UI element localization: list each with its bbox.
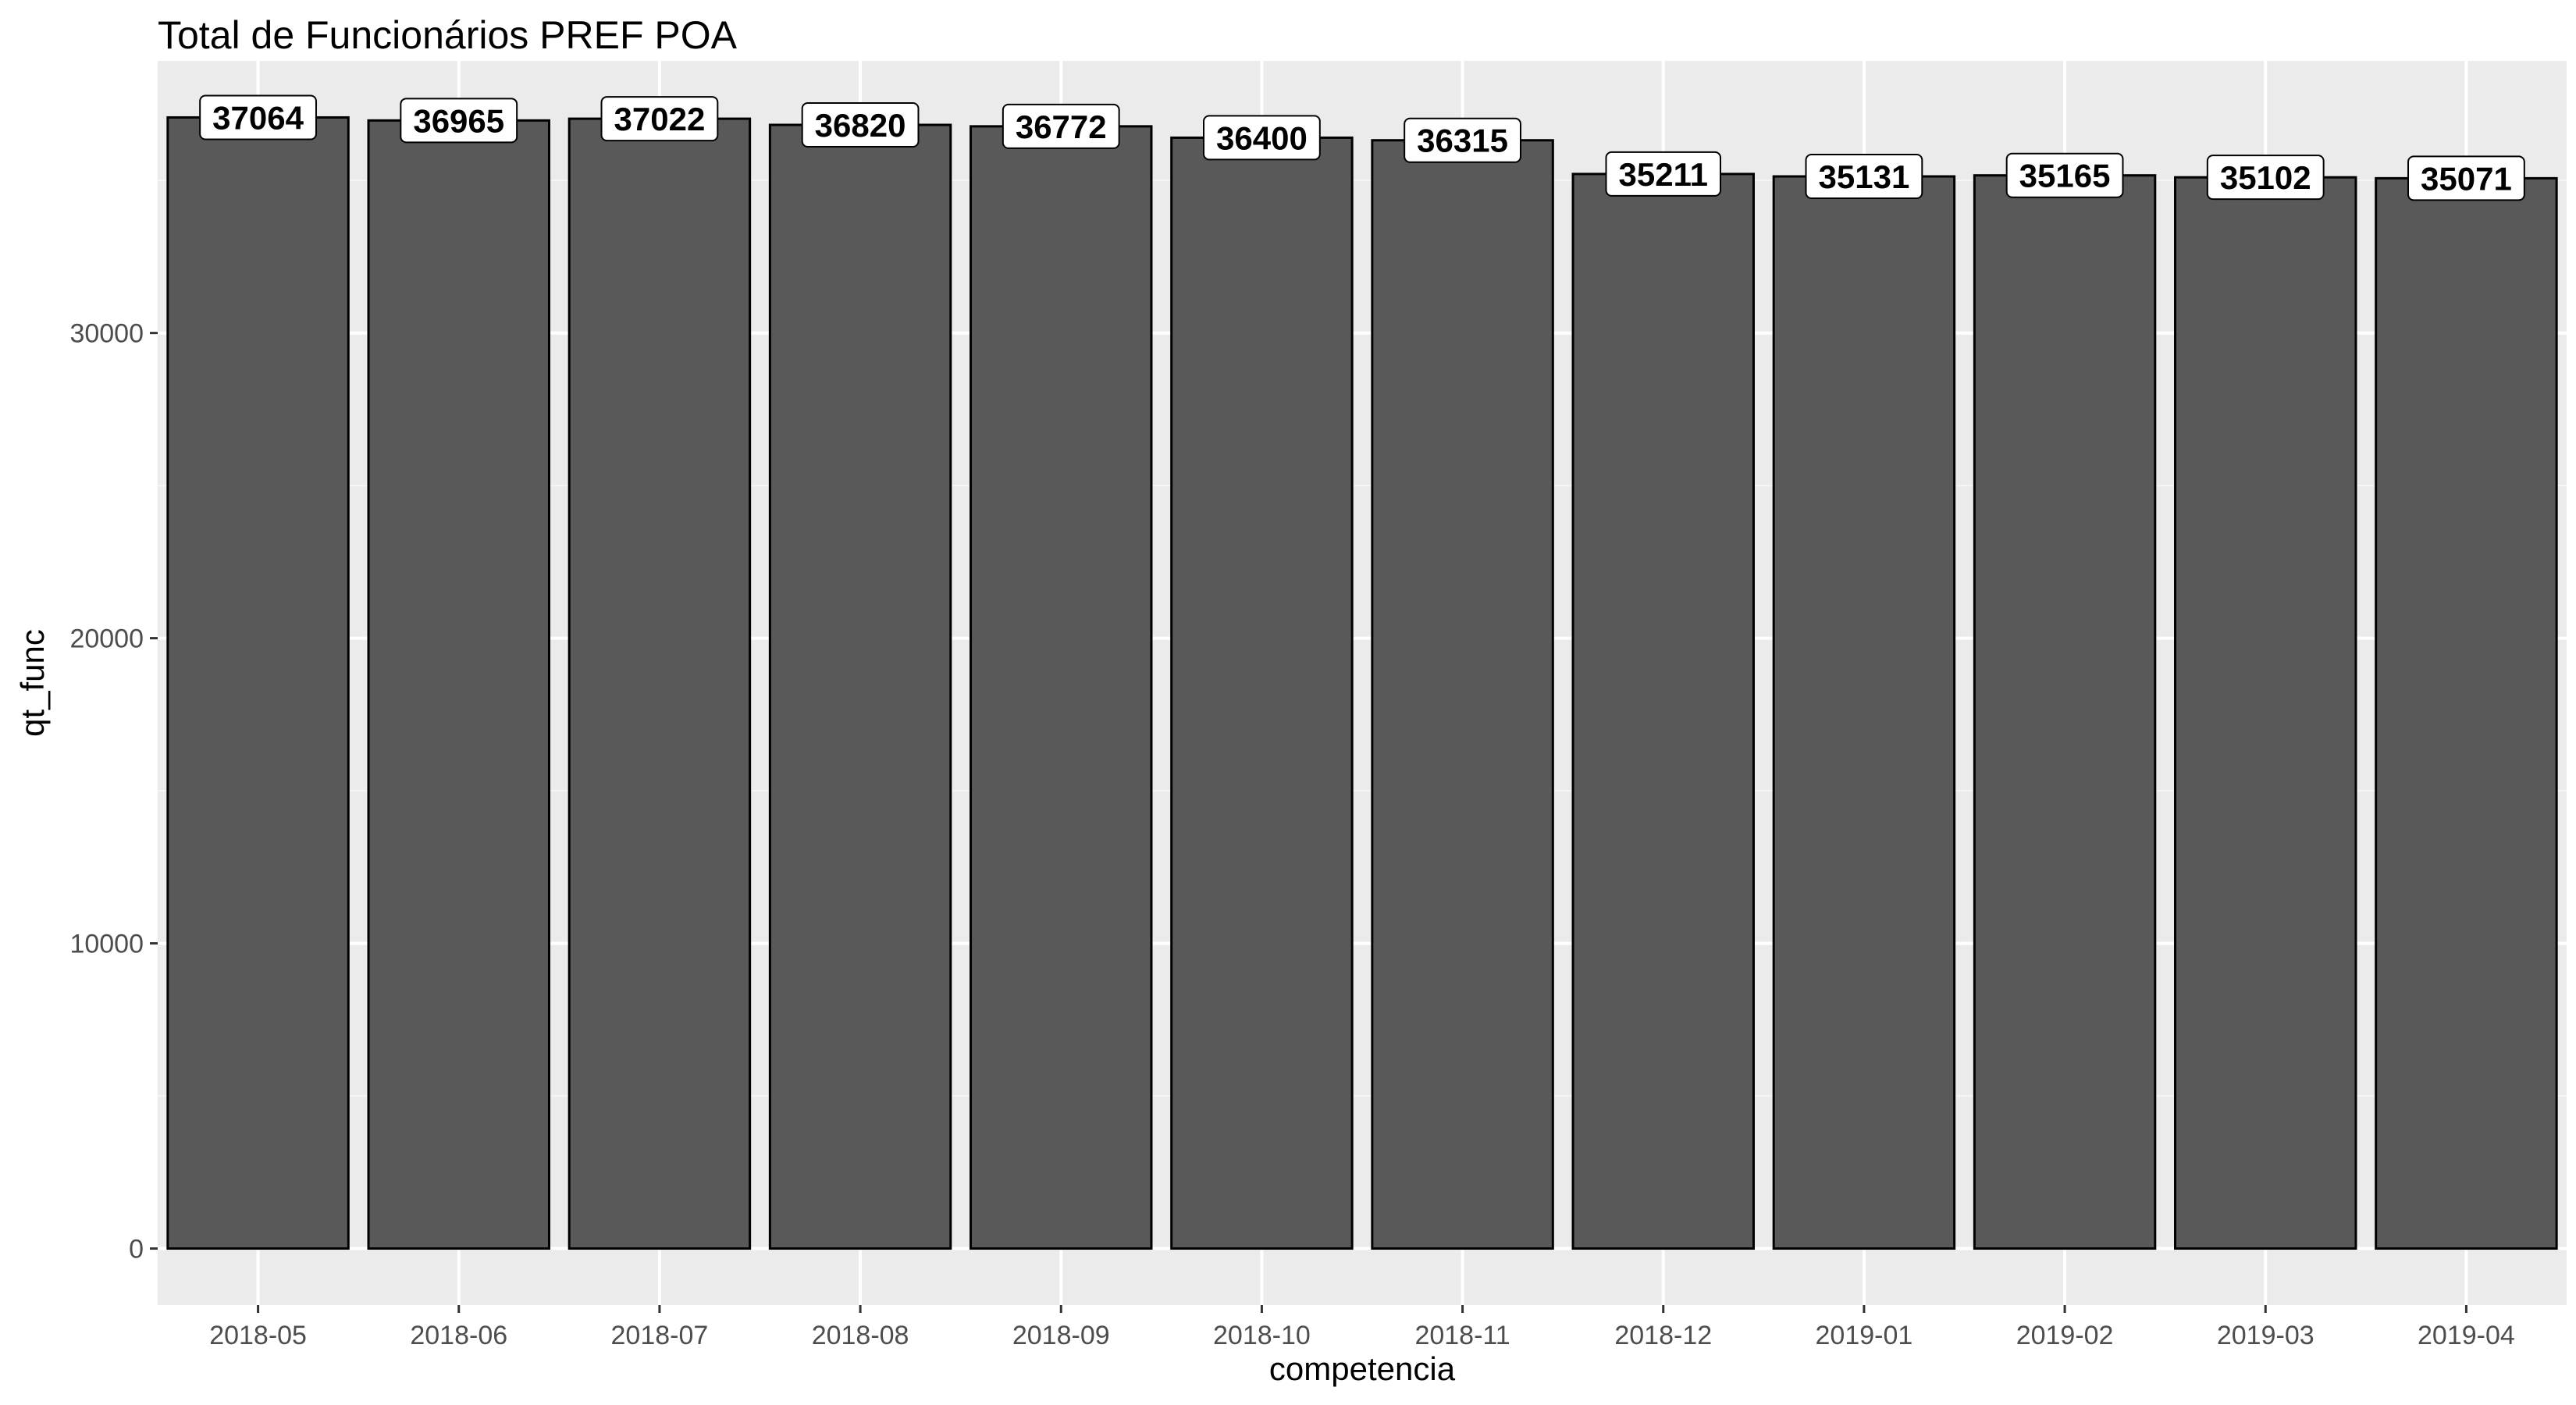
value-label-text: 35071 <box>2421 160 2512 197</box>
x-axis: 2018-05 2018-06 2018-07 2018-08 2018-09 2018-… <box>209 1305 2515 1350</box>
y-tick-label: 20000 <box>69 624 144 654</box>
bar-2018-07 <box>568 117 752 1250</box>
value-label-text: 36315 <box>1417 123 1508 159</box>
x-tick-label: 2018-09 <box>1012 1321 1110 1350</box>
x-tick-label: 2018-06 <box>410 1321 507 1350</box>
value-label-2018-11: 36315 <box>1404 117 1521 163</box>
value-label-box <box>1605 151 1721 197</box>
value-label-2018-07: 37022 <box>600 96 719 142</box>
value-label-text: 35211 <box>1619 156 1708 193</box>
x-tick-label: 2019-01 <box>1816 1321 1913 1350</box>
x-tick-label: 2018-08 <box>812 1321 909 1350</box>
x-tick-label: 2018-05 <box>209 1321 307 1350</box>
bar-2018-11 <box>1371 139 1554 1250</box>
plot-panel <box>158 61 2567 1305</box>
x-tick-label: 2019-03 <box>2217 1321 2314 1350</box>
y-tick-label: 10000 <box>69 930 144 959</box>
value-label-text: 37022 <box>614 101 706 137</box>
value-label-2019-04: 35071 <box>2407 155 2525 201</box>
value-label-text: 36772 <box>1016 108 1107 145</box>
value-label-box <box>1203 115 1321 161</box>
y-tick-label: 0 <box>129 1235 144 1264</box>
value-label-box <box>600 96 719 142</box>
value-label-text: 35102 <box>2220 159 2311 196</box>
value-label-2019-01: 35131 <box>1805 154 1923 200</box>
value-label-2019-03: 35102 <box>2206 155 2325 201</box>
bar-2018-10 <box>1170 136 1354 1250</box>
value-label-2018-08: 36820 <box>801 101 920 148</box>
value-label-box <box>1002 103 1120 149</box>
value-label-2018-12: 35211 <box>1605 151 1721 197</box>
grid-minor <box>158 180 2567 1097</box>
value-label-2019-02: 35165 <box>2005 152 2124 198</box>
y-axis: 0 10000 20000 30000 <box>69 319 158 1264</box>
bar-2018-06 <box>367 119 550 1250</box>
value-label-box <box>801 101 920 148</box>
value-label-box <box>400 98 518 144</box>
bar-2019-01 <box>1772 175 1956 1250</box>
value-label-box <box>2005 152 2124 198</box>
value-label-box <box>199 94 317 140</box>
bar-2019-02 <box>1973 174 2157 1250</box>
value-label-text: 35131 <box>1819 158 1910 195</box>
bar-2019-03 <box>2174 176 2357 1250</box>
value-label-text: 37064 <box>212 99 304 136</box>
value-labels: 37064 36965 37022 36820 36772 36400 36315 35211… <box>199 94 2525 201</box>
x-tick-label: 2018-12 <box>1614 1321 1712 1350</box>
bar-2018-05 <box>166 116 350 1250</box>
bars <box>166 116 2558 1250</box>
bar-2018-09 <box>970 125 1153 1250</box>
bar-2018-12 <box>1571 173 1755 1250</box>
x-tick-label: 2018-10 <box>1213 1321 1311 1350</box>
bar-2018-08 <box>768 123 952 1250</box>
x-tick-label: 2018-07 <box>611 1321 709 1350</box>
value-label-text: 36965 <box>413 102 504 139</box>
value-label-text: 36820 <box>815 107 906 144</box>
value-label-box <box>1404 117 1521 163</box>
value-label-box <box>1805 154 1923 200</box>
y-axis-title: qt_func <box>14 629 51 737</box>
x-tick-label: 2019-04 <box>2418 1321 2515 1350</box>
value-label-2018-06: 36965 <box>400 98 518 144</box>
x-tick-label: 2018-11 <box>1414 1321 1510 1350</box>
value-label-text: 36400 <box>1216 119 1308 156</box>
bar-2019-04 <box>2375 176 2558 1250</box>
value-label-2018-10: 36400 <box>1203 115 1321 161</box>
value-label-box <box>2407 155 2525 201</box>
value-label-2018-05: 37064 <box>199 94 317 140</box>
x-tick-label: 2019-02 <box>2016 1321 2114 1350</box>
x-axis-title: competencia <box>1269 1350 1456 1387</box>
y-tick-label: 30000 <box>69 319 144 349</box>
value-label-text: 35165 <box>2019 158 2111 194</box>
value-label-2018-09: 36772 <box>1002 103 1120 149</box>
chart-title: Total de Funcionários PREF POA <box>158 13 738 57</box>
value-label-box <box>2206 155 2325 201</box>
